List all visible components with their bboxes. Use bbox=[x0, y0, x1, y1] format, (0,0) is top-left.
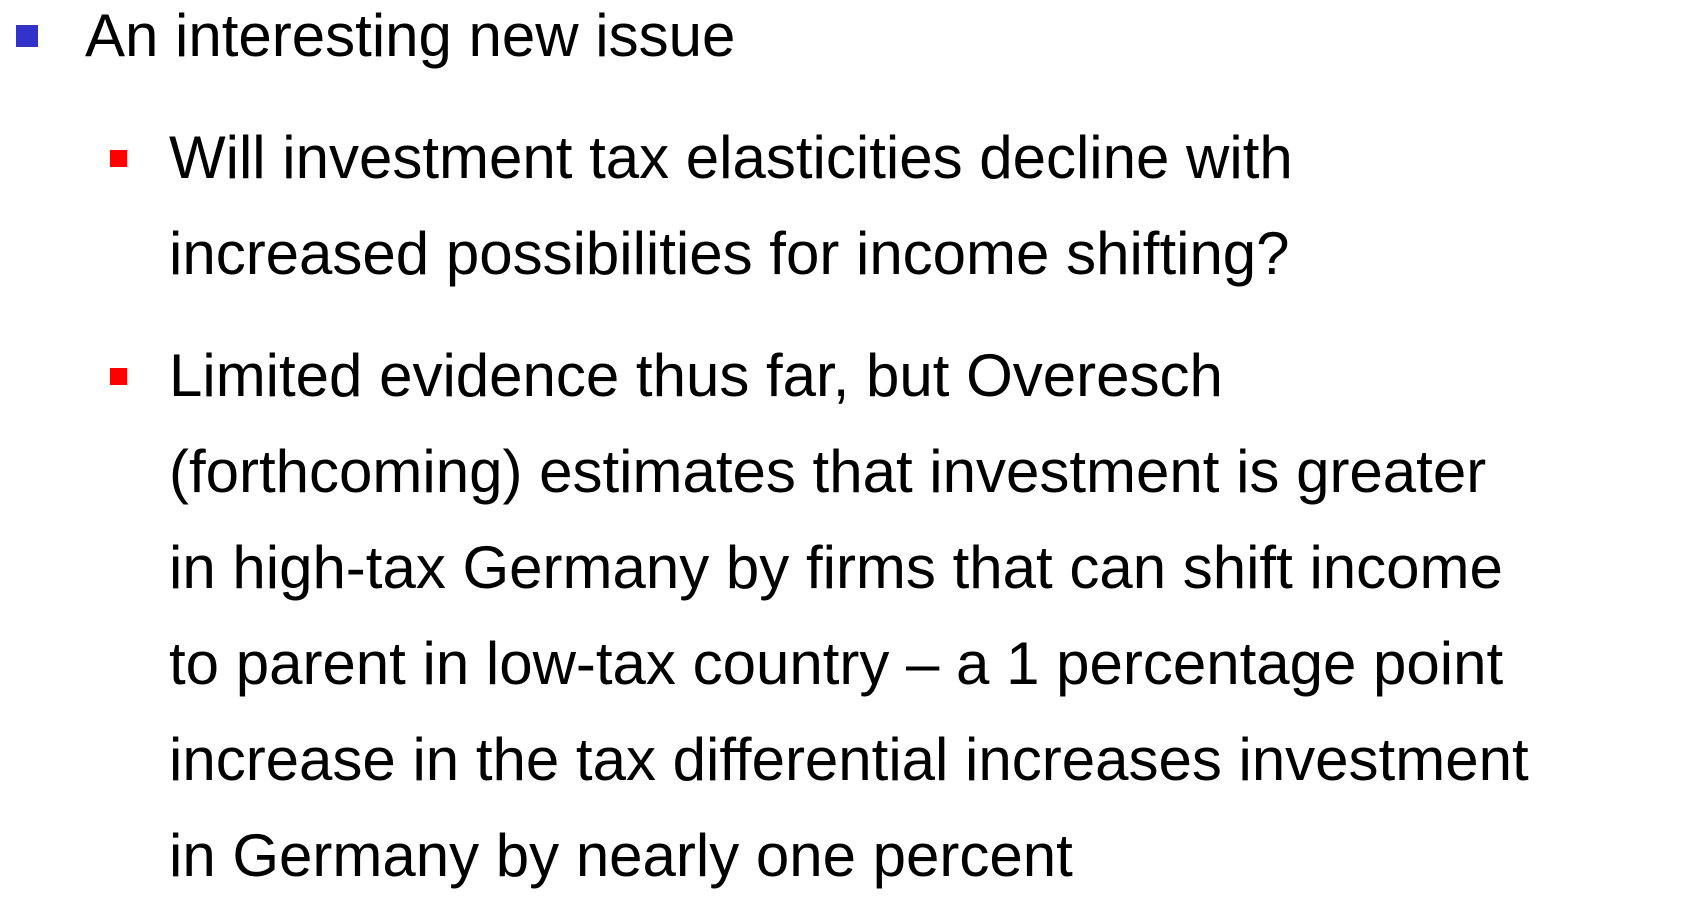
sub-bullet-text: in Germany by nearly one percent bbox=[169, 822, 1073, 889]
sub-bullet-square bbox=[110, 150, 127, 167]
sub-bullet-text: to parent in low-tax country – a 1 perce… bbox=[169, 630, 1504, 697]
sub-bullet-text: Limited evidence thus far, but Overesch bbox=[169, 342, 1223, 409]
sub-bullet-text: in high-tax Germany by firms that can sh… bbox=[169, 534, 1503, 601]
sub-bullet-square bbox=[110, 368, 127, 385]
sub-bullet-text: (forthcoming) estimates that investment … bbox=[169, 438, 1487, 505]
sub-bullet-text: increase in the tax differential increas… bbox=[169, 726, 1529, 793]
sub-bullet-text: increased possibilities for income shift… bbox=[169, 220, 1290, 287]
sub-bullet-text: Will investment tax elasticities decline… bbox=[169, 124, 1293, 191]
bullet-text: An interesting new issue bbox=[85, 2, 736, 69]
bullet-square bbox=[16, 25, 38, 47]
